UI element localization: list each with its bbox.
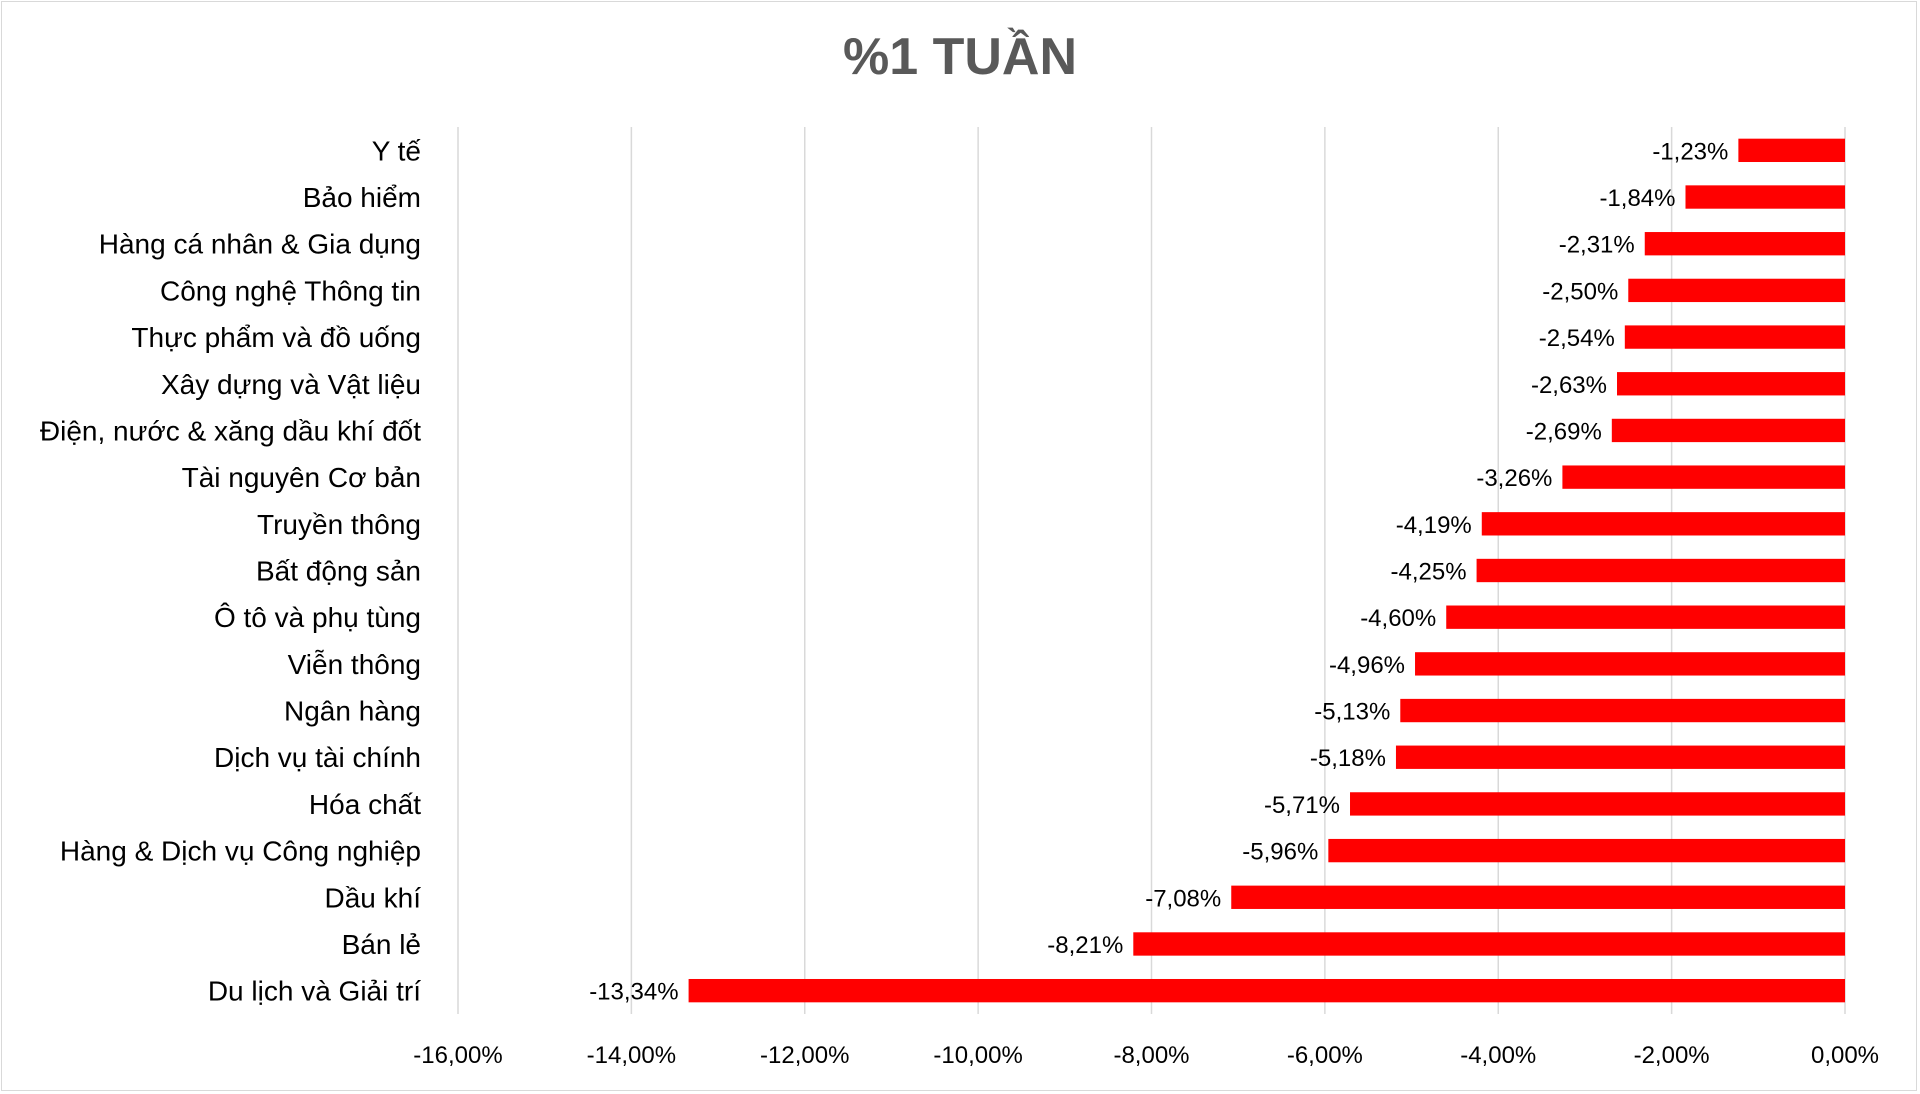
- data-label: -13,34%: [589, 979, 678, 1006]
- x-tick-label: -6,00%: [1287, 1042, 1363, 1069]
- x-tick-label: -8,00%: [1113, 1042, 1189, 1069]
- category-label: Du lịch và Giải trí: [208, 976, 421, 1007]
- data-label: -2,31%: [1559, 232, 1635, 259]
- category-label: Xây dựng và Vật liệu: [161, 369, 421, 400]
- bar: [688, 978, 1845, 1003]
- category-label: Hàng & Dịch vụ Công nghiệp: [60, 836, 421, 867]
- category-label: Thực phẩm và đồ uống: [131, 322, 421, 353]
- x-axis-tick-labels: -16,00% -14,00% -12,00% -10,00% -8,00% -6,00%…: [413, 1042, 1879, 1069]
- data-label: -5,18%: [1310, 745, 1386, 772]
- bar: [1738, 138, 1845, 163]
- category-label: Bảo hiểm: [303, 182, 421, 213]
- bar: [1481, 512, 1845, 536]
- bar: [1350, 792, 1845, 816]
- data-label: -4,96%: [1329, 652, 1405, 679]
- bar: [1231, 885, 1845, 909]
- bar: [1685, 185, 1845, 209]
- bars: [688, 138, 1845, 1003]
- x-tick-label: -2,00%: [1634, 1042, 1710, 1069]
- category-label: Ô tô và phụ tùng: [214, 602, 421, 633]
- data-label: -5,96%: [1242, 839, 1318, 866]
- bar: [1617, 372, 1845, 396]
- data-label: -5,13%: [1314, 699, 1390, 726]
- x-tick-label: 0,00%: [1811, 1042, 1879, 1069]
- bar: [1395, 745, 1845, 769]
- category-label: Bất động sản: [256, 556, 421, 587]
- category-label: Tài nguyên Cơ bản: [182, 462, 421, 493]
- bar: [1133, 932, 1845, 956]
- data-label: -4,25%: [1391, 559, 1467, 586]
- bar: [1400, 698, 1845, 723]
- bar: [1562, 465, 1845, 489]
- data-label: -1,23%: [1652, 138, 1728, 165]
- category-label: Y tế: [372, 135, 422, 166]
- bar: [1611, 418, 1845, 443]
- bar: [1328, 838, 1845, 863]
- category-label: Viễn thông: [288, 649, 421, 680]
- x-tick-label: -14,00%: [587, 1042, 676, 1069]
- bar: [1446, 605, 1845, 629]
- bar: [1476, 558, 1845, 583]
- category-label: Dầu khí: [325, 882, 422, 913]
- x-tick-label: -4,00%: [1460, 1042, 1536, 1069]
- data-label: -2,63%: [1531, 372, 1607, 399]
- x-tick-label: -12,00%: [760, 1042, 849, 1069]
- data-labels: -1,23% -1,84% -2,31% -2,50% -2,54% -2,63% -2,6…: [589, 138, 1728, 1005]
- category-label: Dịch vụ tài chính: [214, 742, 421, 773]
- category-label: Điện, nước & xăng dầu khí đốt: [40, 415, 421, 446]
- chart-title: %1 TUẦN: [843, 27, 1077, 86]
- category-label: Hóa chất: [309, 789, 421, 820]
- data-label: -7,08%: [1145, 885, 1221, 912]
- data-label: -4,19%: [1396, 512, 1472, 539]
- category-labels: Y tế Bảo hiểm Hàng cá nhân & Gia dụng Công …: [40, 135, 422, 1006]
- data-label: -2,50%: [1542, 278, 1618, 305]
- x-tick-label: -16,00%: [413, 1042, 502, 1069]
- category-label: Truyền thông: [257, 509, 421, 540]
- bar: [1624, 325, 1845, 349]
- category-label: Công nghệ Thông tin: [160, 275, 421, 306]
- data-label: -8,21%: [1047, 932, 1123, 959]
- data-label: -5,71%: [1264, 792, 1340, 819]
- category-label: Hàng cá nhân & Gia dụng: [99, 229, 421, 260]
- data-label: -2,69%: [1526, 418, 1602, 445]
- bar: [1628, 278, 1845, 303]
- category-label: Bán lẻ: [342, 929, 421, 960]
- data-label: -2,54%: [1539, 325, 1615, 352]
- data-label: -1,84%: [1599, 185, 1675, 212]
- data-label: -4,60%: [1360, 605, 1436, 632]
- x-tick-label: -10,00%: [933, 1042, 1022, 1069]
- category-label: Ngân hàng: [284, 696, 421, 727]
- bar: [1644, 232, 1845, 256]
- bar: [1415, 652, 1845, 676]
- data-label: -3,26%: [1476, 465, 1552, 492]
